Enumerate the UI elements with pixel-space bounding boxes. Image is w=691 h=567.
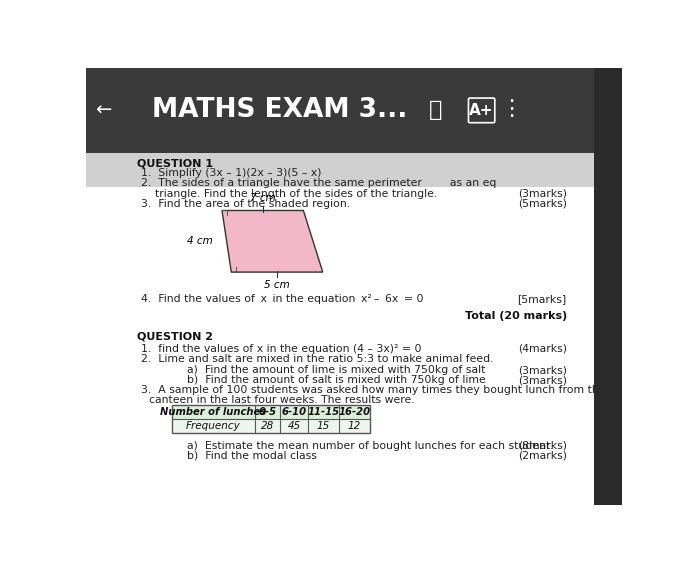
Text: (8marks): (8marks) — [518, 441, 567, 451]
Text: a)  Estimate the mean number of bought lunches for each student.: a) Estimate the mean number of bought lu… — [187, 441, 553, 451]
Text: 5 cm: 5 cm — [264, 280, 290, 290]
Text: triangle. Find the length of the sides of the triangle.: triangle. Find the length of the sides o… — [141, 189, 437, 199]
Bar — [171, 405, 370, 433]
Text: a)  Find the amount of lime is mixed with 750kg of salt: a) Find the amount of lime is mixed with… — [187, 365, 486, 375]
Bar — [171, 419, 370, 433]
Text: Number of lunches: Number of lunches — [160, 407, 267, 417]
Text: ⋮: ⋮ — [500, 99, 522, 119]
Text: ⌕: ⌕ — [428, 100, 442, 120]
Bar — [171, 405, 370, 419]
Text: 11-15: 11-15 — [307, 407, 339, 417]
Polygon shape — [222, 210, 323, 272]
Text: (2marks): (2marks) — [518, 451, 567, 461]
Text: 7 cm: 7 cm — [250, 193, 276, 203]
Text: canteen in the last four weeks. The results were.: canteen in the last four weeks. The resu… — [149, 395, 415, 404]
Text: Frequency: Frequency — [186, 421, 241, 431]
Text: 15: 15 — [317, 421, 330, 431]
Text: 3.  A sample of 100 students was asked how many times they bought lunch from the: 3. A sample of 100 students was asked ho… — [141, 386, 605, 395]
Text: (3marks): (3marks) — [518, 189, 567, 199]
Bar — [171, 405, 370, 433]
Text: MATHS EXAM 3...: MATHS EXAM 3... — [152, 98, 408, 124]
Text: 1.  Simplify (3x – 1)(2x – 3)(5 – x): 1. Simplify (3x – 1)(2x – 3)(5 – x) — [141, 168, 321, 178]
Text: 1.  find the values of x in the equation (4 – 3x)² = 0: 1. find the values of x in the equation … — [141, 344, 421, 354]
Text: 4.  Find the values of  x  in the equation  x² –  6x  = 0: 4. Find the values of x in the equation … — [141, 294, 423, 304]
Text: QUESTION 1: QUESTION 1 — [137, 158, 213, 168]
Text: (5marks): (5marks) — [518, 199, 567, 209]
Text: (4marks): (4marks) — [518, 344, 567, 354]
Text: 6-10: 6-10 — [281, 407, 307, 417]
Text: 28: 28 — [261, 421, 274, 431]
Text: [5marks]: [5marks] — [518, 294, 567, 304]
Text: QUESTION 2: QUESTION 2 — [137, 331, 213, 341]
Text: A+: A+ — [469, 103, 494, 118]
Text: (3marks): (3marks) — [518, 365, 567, 375]
Text: 45: 45 — [287, 421, 301, 431]
Bar — [86, 153, 622, 187]
Text: 3.  Find the area of the shaded region.: 3. Find the area of the shaded region. — [141, 199, 350, 209]
Text: (3marks): (3marks) — [518, 375, 567, 385]
Text: b)  Find the modal class: b) Find the modal class — [187, 451, 317, 461]
Text: b)  Find the amount of salt is mixed with 750kg of lime: b) Find the amount of salt is mixed with… — [187, 375, 486, 385]
Text: Total (20 marks): Total (20 marks) — [464, 311, 567, 321]
Text: 4 cm: 4 cm — [187, 236, 213, 246]
Text: 2.  Lime and salt are mixed in the ratio 5:3 to make animal feed.: 2. Lime and salt are mixed in the ratio … — [141, 354, 493, 365]
Bar — [86, 68, 622, 153]
Text: 0-5: 0-5 — [258, 407, 277, 417]
Text: ←: ← — [95, 101, 112, 120]
Text: 2.  The sides of a triangle have the same perimeter        as an eq: 2. The sides of a triangle have the same… — [141, 178, 496, 188]
Text: 16-20: 16-20 — [339, 407, 370, 417]
Bar — [594, 68, 622, 505]
Text: 12: 12 — [348, 421, 361, 431]
